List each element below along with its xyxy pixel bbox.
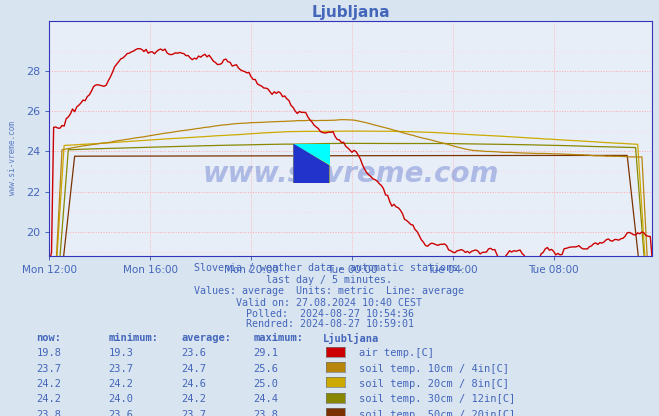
Text: 24.6: 24.6 (181, 379, 206, 389)
Text: air temp.[C]: air temp.[C] (359, 348, 434, 358)
Text: soil temp. 30cm / 12in[C]: soil temp. 30cm / 12in[C] (359, 394, 515, 404)
Text: Values: average  Units: metric  Line: average: Values: average Units: metric Line: aver… (194, 286, 465, 296)
Text: 24.4: 24.4 (254, 394, 279, 404)
Text: Valid on: 27.08.2024 10:40 CEST: Valid on: 27.08.2024 10:40 CEST (237, 298, 422, 308)
Text: soil temp. 20cm / 8in[C]: soil temp. 20cm / 8in[C] (359, 379, 509, 389)
Text: Slovenia / weather data - automatic stations.: Slovenia / weather data - automatic stat… (194, 263, 465, 273)
Text: maximum:: maximum: (254, 333, 304, 343)
Text: 25.6: 25.6 (254, 364, 279, 374)
Text: Rendred: 2024-08-27 10:59:01: Rendred: 2024-08-27 10:59:01 (246, 319, 413, 329)
Text: 24.0: 24.0 (109, 394, 134, 404)
Text: 23.8: 23.8 (36, 410, 61, 416)
Text: www.si-vreme.com: www.si-vreme.com (8, 121, 17, 195)
Text: Ljubljana: Ljubljana (323, 333, 379, 344)
Text: 24.2: 24.2 (36, 394, 61, 404)
Polygon shape (293, 144, 330, 165)
Text: soil temp. 10cm / 4in[C]: soil temp. 10cm / 4in[C] (359, 364, 509, 374)
Text: last day / 5 minutes.: last day / 5 minutes. (266, 275, 393, 285)
Text: 23.6: 23.6 (181, 348, 206, 358)
Text: now:: now: (36, 333, 61, 343)
Text: 29.1: 29.1 (254, 348, 279, 358)
Polygon shape (293, 144, 330, 183)
Text: 24.7: 24.7 (181, 364, 206, 374)
Text: 24.2: 24.2 (109, 379, 134, 389)
Title: Ljubljana: Ljubljana (312, 5, 390, 20)
Text: 19.8: 19.8 (36, 348, 61, 358)
Text: 19.3: 19.3 (109, 348, 134, 358)
Text: 23.7: 23.7 (109, 364, 134, 374)
Text: Polled:  2024-08-27 10:54:36: Polled: 2024-08-27 10:54:36 (246, 309, 413, 319)
Text: www.si-vreme.com: www.si-vreme.com (203, 160, 499, 188)
Text: average:: average: (181, 333, 231, 343)
Polygon shape (293, 144, 330, 183)
Text: minimum:: minimum: (109, 333, 159, 343)
Text: 23.6: 23.6 (109, 410, 134, 416)
Text: 23.7: 23.7 (181, 410, 206, 416)
Text: 25.0: 25.0 (254, 379, 279, 389)
Text: 24.2: 24.2 (36, 379, 61, 389)
Text: soil temp. 50cm / 20in[C]: soil temp. 50cm / 20in[C] (359, 410, 515, 416)
Text: 23.8: 23.8 (254, 410, 279, 416)
Text: 24.2: 24.2 (181, 394, 206, 404)
Text: 23.7: 23.7 (36, 364, 61, 374)
